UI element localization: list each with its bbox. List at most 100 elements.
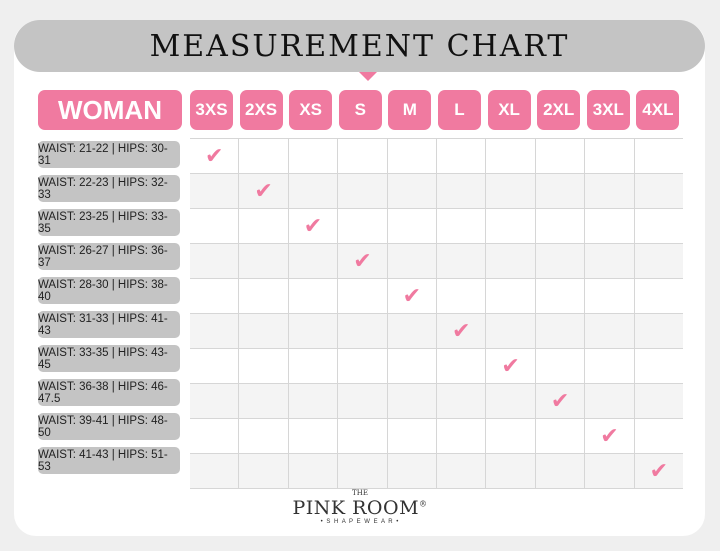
table-row: ✔ [190, 348, 683, 383]
size-cell: ✔ [190, 139, 238, 173]
size-cell [337, 314, 386, 348]
size-cell [633, 209, 683, 243]
size-cell [337, 384, 386, 418]
size-cell [386, 244, 436, 278]
size-cell [534, 209, 584, 243]
size-cell [386, 139, 436, 173]
checkmark-icon: ✔ [402, 283, 422, 308]
size-cell [238, 349, 287, 383]
size-cell: ✔ [337, 244, 386, 278]
table-row: ✔ [190, 173, 683, 208]
size-cell [287, 279, 337, 313]
size-cell [190, 349, 238, 383]
size-header-4xl: 4XL [636, 90, 680, 130]
checkmark-icon: ✔ [204, 143, 224, 168]
measurement-label: WAIST: 36-38 | HIPS: 46-47.5 [38, 379, 180, 406]
size-cell [287, 454, 337, 488]
checkmark-icon: ✔ [649, 458, 669, 483]
size-cell [386, 349, 436, 383]
size-cell [238, 139, 287, 173]
size-cell [238, 209, 287, 243]
size-header-2xl: 2XL [537, 90, 581, 130]
size-cell [287, 419, 337, 453]
size-cell [534, 139, 584, 173]
checkmark-icon: ✔ [600, 423, 619, 448]
size-header-s: S [338, 90, 382, 130]
size-cell [485, 209, 534, 243]
category-header: WOMAN [38, 90, 182, 130]
size-cell [485, 139, 534, 173]
logo-the: THE [352, 489, 368, 497]
measurement-label: WAIST: 33-35 | HIPS: 43-45 [38, 345, 180, 372]
size-cell [287, 244, 337, 278]
measurement-label: WAIST: 26-27 | HIPS: 36-37 [38, 243, 180, 270]
size-cell: ✔ [436, 314, 485, 348]
logo-subtitle: • S H A P E W E A R • [320, 519, 400, 525]
size-cell: ✔ [584, 419, 633, 453]
size-cell [337, 454, 386, 488]
checkmark-icon: ✔ [254, 178, 273, 203]
size-cell [485, 384, 534, 418]
size-cell [534, 244, 584, 278]
size-cell [287, 174, 337, 208]
size-cell: ✔ [386, 279, 436, 313]
size-cell [633, 349, 683, 383]
size-cell [534, 349, 584, 383]
size-cell [190, 384, 238, 418]
size-cell [584, 279, 633, 313]
size-cell [436, 209, 485, 243]
size-cell: ✔ [534, 384, 584, 418]
size-cell: ✔ [287, 209, 337, 243]
measurement-label: WAIST: 31-33 | HIPS: 41-43 [38, 311, 180, 338]
table-row: ✔ [190, 313, 683, 348]
size-cell [633, 419, 683, 453]
size-header-xs: XS [289, 90, 333, 130]
logo: PINK ROOM® [0, 497, 720, 519]
size-cell [238, 279, 287, 313]
size-cell [337, 139, 386, 173]
size-cell [386, 174, 436, 208]
table-row: ✔ [190, 418, 683, 453]
size-cell [633, 279, 683, 313]
size-cell [287, 314, 337, 348]
logo-name: PINK ROOM [292, 497, 420, 519]
size-cell [633, 174, 683, 208]
size-cell [386, 209, 436, 243]
size-cell [485, 314, 534, 348]
size-cell [584, 454, 633, 488]
size-cell [337, 349, 386, 383]
size-cell [534, 174, 584, 208]
measurement-label: WAIST: 23-25 | HIPS: 33-35 [38, 209, 180, 236]
size-grid: ✔ ✔ ✔ ✔ ✔ ✔ ✔ ✔ ✔ ✔ [190, 138, 683, 489]
size-cell [190, 244, 238, 278]
size-cell [287, 349, 337, 383]
size-cell [436, 244, 485, 278]
size-cell [436, 349, 485, 383]
measurement-label: WAIST: 39-41 | HIPS: 48-50 [38, 413, 180, 440]
size-cell [584, 244, 633, 278]
table-row: ✔ [190, 278, 683, 313]
size-cell [436, 384, 485, 418]
checkmark-icon: ✔ [303, 213, 323, 238]
size-cell [436, 174, 485, 208]
size-cell: ✔ [485, 349, 534, 383]
size-cell [337, 419, 386, 453]
checkmark-icon: ✔ [452, 318, 471, 343]
size-cell [190, 419, 238, 453]
size-cell [386, 384, 436, 418]
size-cell [238, 314, 287, 348]
measurement-label: WAIST: 21-22 | HIPS: 30-31 [38, 141, 180, 168]
checkmark-icon: ✔ [550, 388, 570, 413]
size-cell [337, 209, 386, 243]
size-cell [190, 279, 238, 313]
size-cell [584, 174, 633, 208]
size-cell [534, 314, 584, 348]
size-cell: ✔ [633, 454, 683, 488]
size-cell [190, 454, 238, 488]
size-header-xl: XL [487, 90, 531, 130]
table-row: ✔ [190, 208, 683, 243]
measurement-label: WAIST: 22-23 | HIPS: 32-33 [38, 175, 180, 202]
size-cell [485, 419, 534, 453]
logo-registered: ® [419, 499, 428, 509]
table-row: ✔ [190, 138, 683, 173]
